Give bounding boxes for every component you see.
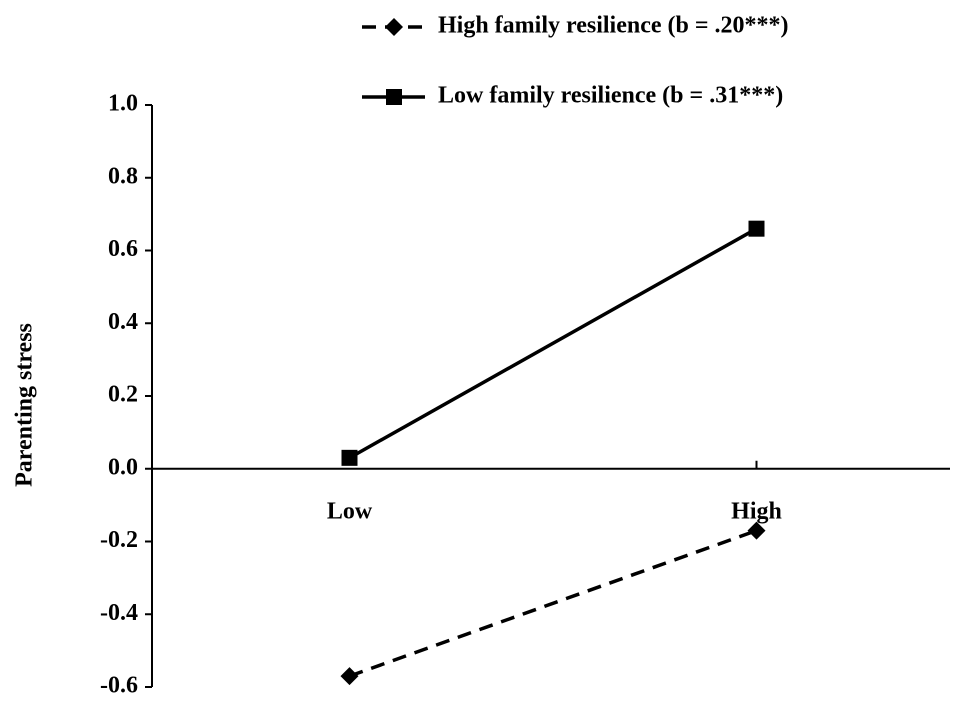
y-axis-label: Parenting stress — [12, 323, 38, 487]
legend-marker — [386, 89, 402, 105]
x-tick-label: Low — [327, 498, 373, 524]
y-tick-label: 0.8 — [108, 163, 138, 189]
y-tick-label: 0.4 — [108, 309, 138, 335]
y-tick-label: 0.2 — [108, 382, 138, 408]
marker — [341, 449, 358, 466]
y-tick-label: 0.6 — [108, 236, 138, 262]
y-tick-label: -0.2 — [100, 527, 138, 553]
x-tick-label: High — [731, 498, 782, 524]
series-line — [348, 227, 758, 460]
series-line — [348, 528, 758, 678]
y-tick-label: -0.4 — [100, 600, 138, 626]
y-tick-label: -0.6 — [100, 673, 138, 699]
marker — [340, 667, 359, 686]
marker — [748, 220, 765, 237]
legend-marker — [385, 18, 403, 36]
legend-label: Low family resilience (b = .31***) — [438, 83, 783, 109]
y-tick-label: 0.0 — [108, 454, 138, 480]
legend-label: High family resilience (b = .20***) — [438, 13, 789, 39]
marker — [747, 521, 766, 540]
y-tick-label: 1.0 — [108, 91, 138, 117]
